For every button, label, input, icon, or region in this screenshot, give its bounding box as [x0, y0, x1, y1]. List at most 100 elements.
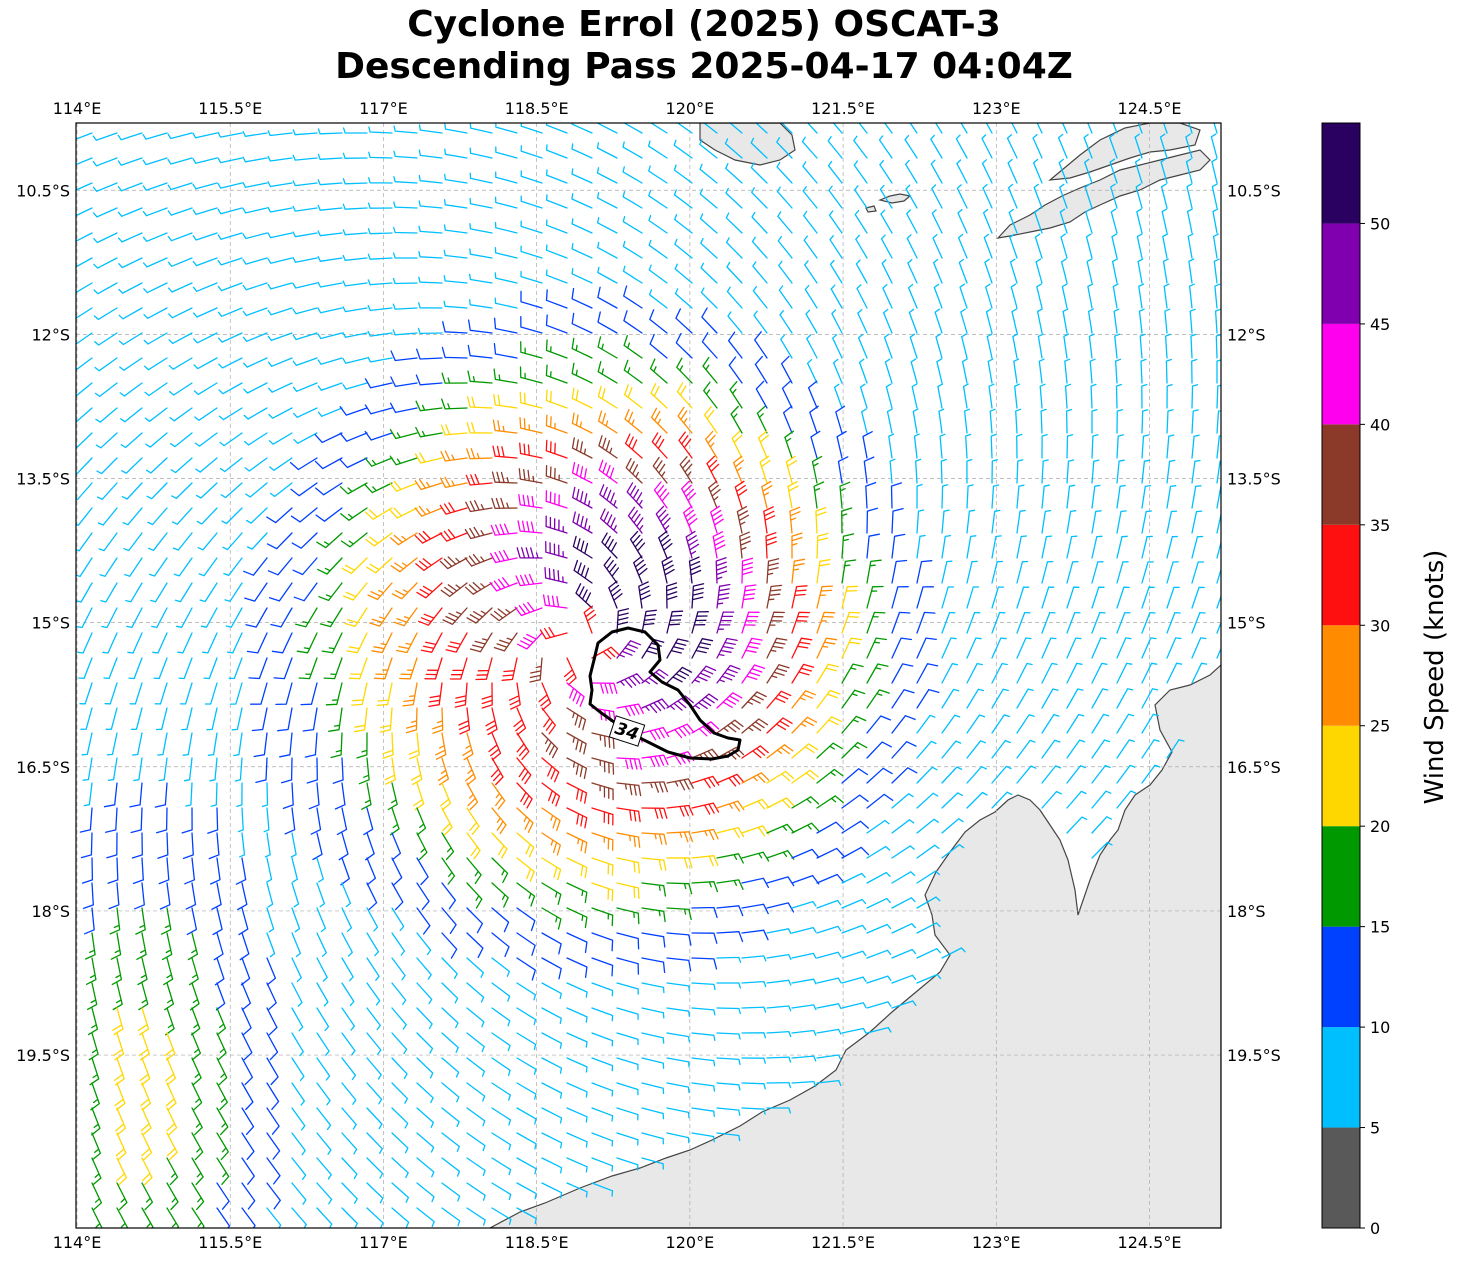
wind-barb — [379, 707, 393, 733]
lon-tick-label-bottom: 115.5°E — [198, 1233, 262, 1252]
wind-barb — [454, 682, 468, 708]
wind-barb — [366, 957, 380, 981]
wind-barb — [1116, 739, 1135, 759]
wind-barb — [491, 471, 518, 484]
wind-barb — [161, 932, 173, 961]
wind-barb — [241, 1082, 254, 1111]
wind-barb — [991, 739, 1011, 759]
wind-barb — [916, 870, 941, 884]
wind-barb — [683, 505, 698, 534]
wind-barb — [242, 257, 268, 265]
wind-barb — [791, 978, 817, 985]
wind-barb — [441, 1132, 460, 1152]
wind-barb — [647, 140, 668, 159]
lon-tick-label-bottom: 123°E — [972, 1233, 1021, 1252]
wind-barb — [598, 435, 618, 459]
wind-barb — [966, 560, 978, 584]
wind-barb — [916, 792, 939, 809]
wind-barb — [791, 743, 819, 759]
wind-barb — [880, 234, 893, 259]
wind-barb — [167, 207, 193, 216]
wind-barb — [716, 719, 744, 734]
wind-barb — [516, 732, 530, 760]
wind-barb — [242, 207, 268, 214]
wind-barb — [391, 907, 405, 932]
wind-barb — [750, 162, 768, 184]
wind-barb — [182, 732, 193, 756]
wind-barb — [140, 1107, 152, 1136]
wind-barb — [641, 1082, 665, 1095]
wind-barb — [242, 282, 268, 291]
wind-barb — [469, 147, 493, 159]
wind-barb — [566, 1157, 588, 1173]
wind-barb — [633, 555, 648, 584]
wind-barb — [889, 458, 896, 484]
wind-barb — [292, 382, 318, 392]
wind-barb — [475, 657, 493, 681]
wind-barb — [841, 585, 859, 609]
map-frame — [75, 122, 1222, 1229]
wind-barb — [700, 237, 718, 259]
wind-barb — [932, 258, 943, 284]
wind-barb — [466, 782, 479, 811]
wind-barb — [641, 1057, 665, 1069]
wind-barb — [541, 907, 562, 930]
wind-barb — [916, 818, 939, 834]
wind-barb — [336, 807, 348, 836]
wind-barb — [148, 557, 168, 577]
wind-barb — [316, 982, 329, 1007]
wind-barb — [1191, 434, 1200, 459]
wind-barb — [113, 1032, 125, 1061]
wind-barb — [508, 682, 521, 710]
wind-barb — [725, 212, 743, 234]
wind-barb — [882, 308, 893, 334]
wind-barb — [76, 407, 93, 424]
wind-barb — [241, 1182, 256, 1210]
wind-barb — [784, 430, 795, 459]
wind-barb — [648, 190, 668, 209]
wind-barb — [449, 657, 468, 680]
wind-barb — [716, 611, 735, 634]
wind-barb — [641, 957, 666, 974]
wind-barb — [291, 1107, 306, 1131]
wind-barb — [266, 1007, 278, 1036]
wind-barb — [916, 896, 941, 909]
wind-barb — [1191, 662, 1208, 684]
wind-barb — [591, 1057, 614, 1072]
wind-barb — [441, 857, 456, 885]
wind-barb — [1013, 358, 1020, 384]
wind-barb — [1066, 484, 1076, 509]
wind-barb — [991, 662, 1008, 684]
wind-barb — [727, 311, 743, 334]
wind-barb — [317, 230, 343, 237]
wind-barb — [93, 282, 118, 295]
wind-barb — [192, 307, 218, 318]
wind-barb — [816, 795, 844, 809]
wind-barb — [316, 857, 324, 883]
wind-barb — [841, 950, 867, 959]
wind-barb — [192, 232, 218, 241]
wind-barb — [123, 532, 143, 552]
wind-barb — [122, 507, 143, 526]
wind-barb — [104, 682, 118, 705]
wind-barb — [891, 586, 909, 609]
wind-barb — [1109, 158, 1118, 184]
wind-barb — [1066, 459, 1075, 484]
wind-barb — [691, 721, 720, 737]
wind-barb — [344, 607, 368, 628]
wind-barb — [716, 1032, 741, 1040]
wind-barb — [891, 793, 914, 809]
wind-barb — [801, 136, 818, 159]
wind-barb — [726, 261, 743, 284]
wind-barb — [76, 307, 93, 320]
wind-barb — [571, 387, 593, 409]
wind-barb — [725, 237, 743, 259]
wind-barb — [916, 611, 936, 634]
wind-barb — [965, 433, 972, 459]
wind-barb — [233, 732, 243, 757]
wind-barb — [940, 458, 947, 484]
wind-barb — [1134, 158, 1143, 184]
wind-barb — [441, 932, 458, 959]
wind-barb — [192, 207, 218, 216]
wind-barb — [306, 757, 318, 784]
